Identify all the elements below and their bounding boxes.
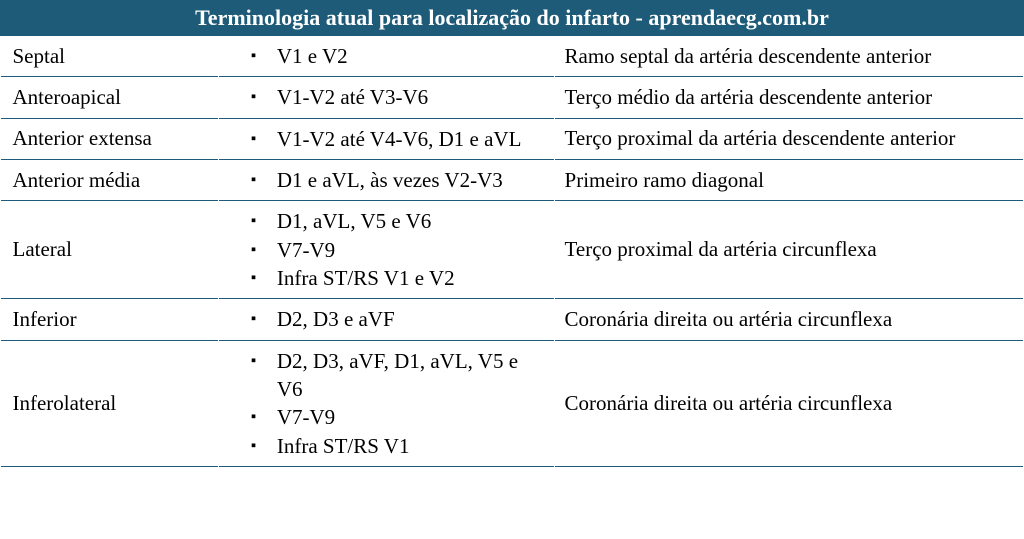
- table-row: LateralD1, aVL, V5 e V6V7-V9Infra ST/RS …: [1, 201, 1024, 299]
- leads-cell: D2, D3, aVF, D1, aVL, V5 e V6V7-V9Infra …: [218, 340, 554, 466]
- leads-item: D1, aVL, V5 e V6: [251, 207, 544, 235]
- leads-list: D2, D3 e aVF: [229, 305, 544, 333]
- leads-item: D2, D3 e aVF: [251, 305, 544, 333]
- location-cell: Anterior média: [1, 160, 219, 201]
- leads-item: D1 e aVL, às vezes V2-V3: [251, 166, 544, 194]
- leads-cell: V1-V2 até V3-V6: [218, 77, 554, 118]
- table-row: Inferior D2, D3 e aVF Coronária direita ou…: [1, 299, 1024, 340]
- artery-cell: Terço proximal da artéria circunflexa: [554, 201, 1023, 299]
- table-row: Septal V1 e V2 Ramo septal da artéria des…: [1, 36, 1024, 77]
- leads-item: V1 e V2: [251, 42, 544, 70]
- leads-item: V1-V2 até V3-V6: [251, 83, 544, 111]
- leads-list: D1, aVL, V5 e V6V7-V9Infra ST/RS V1 e V2: [229, 207, 544, 292]
- location-cell: Anterior extensa: [1, 118, 219, 159]
- table-row: Anteroapical V1-V2 até V3-V6 Terço médio d…: [1, 77, 1024, 118]
- artery-cell: Coronária direita ou artéria circunflexa: [554, 340, 1023, 466]
- leads-item: V1-V2 até V4-V6, D1 e aVL: [251, 125, 544, 153]
- table-row: Anterior média D1 e aVL, às vezes V2-V3 Pr…: [1, 160, 1024, 201]
- leads-list: V1-V2 até V4-V6, D1 e aVL: [229, 125, 544, 153]
- artery-cell: Primeiro ramo diagonal: [554, 160, 1023, 201]
- leads-item: D2, D3, aVF, D1, aVL, V5 e V6: [251, 347, 544, 404]
- artery-cell: Ramo septal da artéria descendente anter…: [554, 36, 1023, 77]
- location-cell: Anteroapical: [1, 77, 219, 118]
- leads-list: V1 e V2: [229, 42, 544, 70]
- infarct-terminology-table: Terminologia atual para localização do i…: [0, 0, 1024, 467]
- table-row: InferolateralD2, D3, aVF, D1, aVL, V5 e …: [1, 340, 1024, 466]
- location-cell: Inferior: [1, 299, 219, 340]
- leads-list: D1 e aVL, às vezes V2-V3: [229, 166, 544, 194]
- leads-item: V7-V9: [251, 236, 544, 264]
- leads-cell: V1-V2 até V4-V6, D1 e aVL: [218, 118, 554, 159]
- location-cell: Lateral: [1, 201, 219, 299]
- artery-cell: Coronária direita ou artéria circunflexa: [554, 299, 1023, 340]
- table-title: Terminologia atual para localização do i…: [1, 0, 1024, 36]
- table-row: Anterior extensa V1-V2 até V4-V6, D1 e aV…: [1, 118, 1024, 159]
- leads-cell: D2, D3 e aVF: [218, 299, 554, 340]
- leads-cell: D1 e aVL, às vezes V2-V3: [218, 160, 554, 201]
- leads-cell: D1, aVL, V5 e V6V7-V9Infra ST/RS V1 e V2: [218, 201, 554, 299]
- leads-cell: V1 e V2: [218, 36, 554, 77]
- artery-cell: Terço médio da artéria descendente anter…: [554, 77, 1023, 118]
- leads-item: V7-V9: [251, 403, 544, 431]
- artery-cell: Terço proximal da artéria descendente an…: [554, 118, 1023, 159]
- location-cell: Septal: [1, 36, 219, 77]
- leads-list: V1-V2 até V3-V6: [229, 83, 544, 111]
- table-header-row: Terminologia atual para localização do i…: [1, 0, 1024, 36]
- leads-item: Infra ST/RS V1: [251, 432, 544, 460]
- location-cell: Inferolateral: [1, 340, 219, 466]
- leads-list: D2, D3, aVF, D1, aVL, V5 e V6V7-V9Infra …: [229, 347, 544, 460]
- table-body: Septal V1 e V2 Ramo septal da artéria des…: [1, 36, 1024, 467]
- leads-item: Infra ST/RS V1 e V2: [251, 264, 544, 292]
